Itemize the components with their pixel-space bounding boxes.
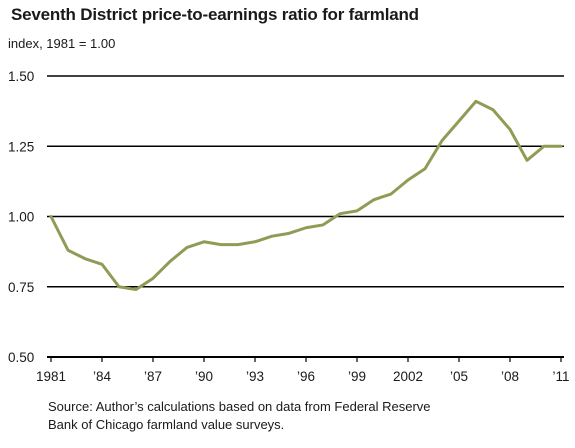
series-line-0: [49, 99, 563, 292]
y-tick-label: 0.75: [8, 280, 34, 295]
y-tick-label: 1.50: [8, 69, 34, 84]
x-tick-label: ’93: [246, 369, 264, 384]
source-line-1: Source: Author’s calculations based on d…: [48, 399, 431, 414]
x-tick-label: ’05: [450, 369, 468, 384]
x-axis-ticks: 1981 ’84 ’87 ’90 ’93 ’96 ’99 2002 ’05 ’08 ’11: [36, 357, 570, 384]
y-axis-ticks: 0.50 0.75 1.00 1.25 1.50: [8, 69, 34, 365]
x-tick-label: 1981: [36, 369, 66, 384]
gridlines: [47, 75, 564, 358]
x-tick-label: ’84: [93, 369, 112, 384]
x-tick-label: ’99: [348, 369, 366, 384]
y-tick-label: 1.25: [8, 139, 34, 154]
y-tick-label: 1.00: [8, 210, 34, 225]
x-tick-label: 2002: [393, 369, 423, 384]
y-axis-unit-label: index, 1981 = 1.00: [8, 36, 116, 51]
x-tick-label: ’90: [195, 369, 213, 384]
chart-title: Seventh District price-to-earnings ratio…: [11, 5, 419, 24]
x-tick-label: ’96: [297, 369, 315, 384]
source-note: Source: Author’s calculations based on d…: [48, 398, 548, 434]
series-layer: [49, 99, 563, 292]
y-tick-label: 0.50: [8, 350, 34, 365]
x-tick-label: ’11: [552, 369, 569, 384]
x-tick-label: ’08: [501, 369, 519, 384]
x-tick-label: ’87: [144, 369, 162, 384]
source-line-2: Bank of Chicago farmland value surveys.: [48, 417, 285, 432]
